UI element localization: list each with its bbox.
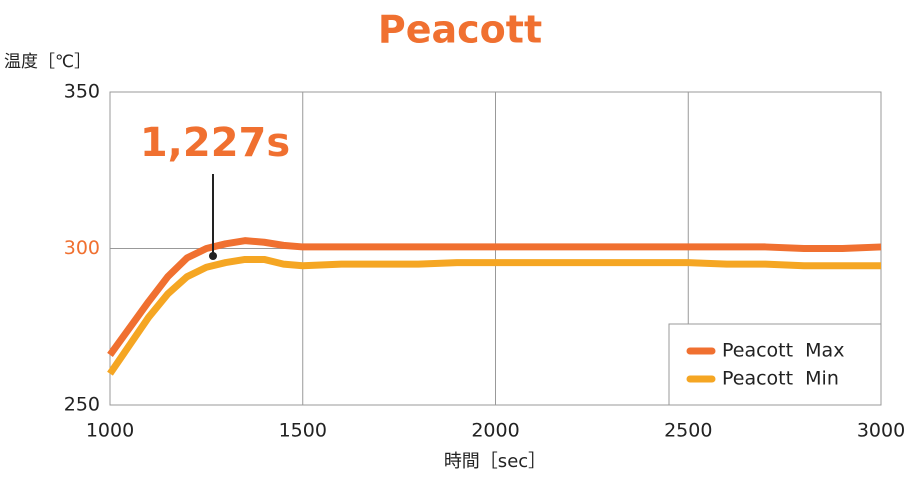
y-tick-label: 300 xyxy=(64,237,100,259)
legend-box xyxy=(668,323,882,406)
series-line xyxy=(107,255,881,376)
legend-label: Peacott Min xyxy=(722,368,839,390)
y-axis-label: 温度［℃］ xyxy=(4,52,91,72)
x-tick-label: 2500 xyxy=(664,420,712,442)
y-tick-label: 350 xyxy=(64,81,100,103)
x-tick-label: 1500 xyxy=(279,420,327,442)
legend-label: Peacott Max xyxy=(722,340,844,362)
annotation: 1,227s xyxy=(140,120,290,166)
x-tick-label: 2000 xyxy=(471,420,519,442)
x-tick-label: 1000 xyxy=(86,420,134,442)
annotation-dot xyxy=(209,252,217,260)
x-tick-label: 3000 xyxy=(857,420,905,442)
series-line xyxy=(107,237,882,357)
y-tick-label: 250 xyxy=(64,394,100,416)
chart-title: Peacott xyxy=(378,8,542,52)
x-axis-label: 時間［sec］ xyxy=(444,451,546,472)
